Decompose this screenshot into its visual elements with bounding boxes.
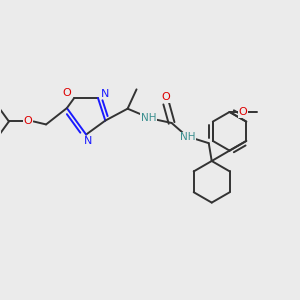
- Text: N: N: [84, 136, 93, 146]
- Text: O: O: [238, 107, 247, 117]
- Text: O: O: [24, 116, 33, 127]
- Text: NH: NH: [180, 132, 196, 142]
- Text: O: O: [162, 92, 171, 102]
- Text: NH: NH: [141, 112, 156, 123]
- Text: N: N: [101, 88, 110, 98]
- Text: O: O: [62, 88, 71, 98]
